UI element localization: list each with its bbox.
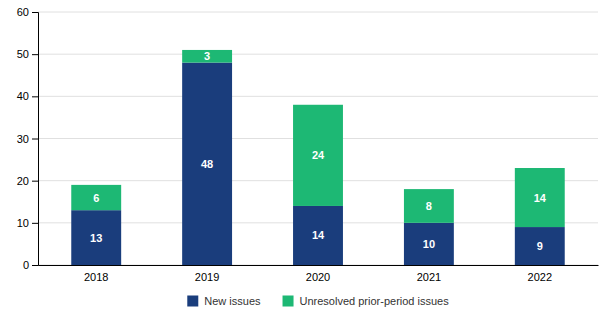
- bars: [71, 50, 564, 265]
- y-tick: 10: [17, 217, 38, 229]
- y-tick-mark: [32, 139, 38, 140]
- bar: [293, 206, 343, 265]
- y-tick-label: 20: [17, 175, 29, 187]
- bar: [404, 223, 454, 265]
- bar: [71, 185, 121, 210]
- y-tick-label: 30: [17, 133, 29, 145]
- series: [71, 63, 564, 265]
- grid-line: [38, 96, 598, 97]
- data-label: 14: [312, 229, 325, 241]
- y-tick: 0: [23, 259, 38, 271]
- bar: [293, 105, 343, 206]
- y-tick: 30: [17, 133, 38, 145]
- chart: 0102030405060201820192020202120221348141…: [0, 0, 610, 317]
- series: [71, 50, 564, 227]
- bar: [71, 210, 121, 265]
- y-tick-mark: [32, 12, 38, 13]
- data-label: 48: [201, 158, 213, 170]
- y-axis-line: [32, 13, 39, 266]
- legend-item: New issues: [187, 295, 261, 307]
- legend: New issues Unresolved prior-period issues: [187, 295, 449, 307]
- y-tick-label: 10: [17, 217, 29, 229]
- y-tick: 20: [17, 175, 38, 187]
- y-tick-mark: [32, 54, 38, 55]
- legend-item: Unresolved prior-period issues: [283, 295, 450, 307]
- x-axis-line: [39, 265, 599, 266]
- y-tick-label: 40: [17, 90, 29, 102]
- x-tick-label: 2019: [195, 271, 219, 283]
- bar: [182, 50, 232, 63]
- y-tick: 40: [17, 90, 38, 102]
- data-label: 8: [426, 200, 432, 212]
- y-tick-label: 0: [23, 259, 29, 271]
- y-tick-mark: [32, 223, 38, 224]
- y-tick: 50: [17, 48, 38, 60]
- chart-container: 0102030405060201820192020202120221348141…: [0, 0, 610, 317]
- legend-label: Unresolved prior-period issues: [300, 295, 450, 307]
- grid-line: [38, 54, 598, 55]
- data-labels: 13 48 14 10 9 6 3 24 8 14: [90, 50, 547, 252]
- y-tick: 60: [17, 6, 38, 18]
- x-tick-label: 2022: [528, 271, 552, 283]
- legend-label: New issues: [204, 295, 261, 307]
- data-label: 10: [423, 238, 435, 250]
- x-axis: 2018 2019 2020 2021 2022: [39, 266, 599, 283]
- y-tick-mark: [32, 265, 38, 266]
- data-label: 3: [204, 50, 210, 62]
- data-label: 13: [90, 232, 102, 244]
- x-tick-label: 2020: [306, 271, 330, 283]
- x-tick-label: 2018: [84, 271, 108, 283]
- data-label: 6: [93, 192, 99, 204]
- x-tick: 2019: [195, 271, 219, 283]
- y-tick-mark: [32, 96, 38, 97]
- x-tick: 2021: [417, 271, 441, 283]
- y-tick-label: 60: [17, 6, 29, 18]
- legend-swatch: [283, 296, 294, 307]
- data-label: 14: [534, 192, 547, 204]
- bar: [515, 227, 565, 265]
- x-tick: 2018: [84, 271, 108, 283]
- x-tick: 2022: [528, 271, 552, 283]
- y-tick-mark: [32, 181, 38, 182]
- data-label: 9: [537, 240, 543, 252]
- y-tick-label: 50: [17, 48, 29, 60]
- grid-line: [38, 12, 598, 13]
- bar: [404, 189, 454, 223]
- data-label: 24: [312, 149, 325, 161]
- x-tick-label: 2021: [417, 271, 441, 283]
- x-tick: 2020: [306, 271, 330, 283]
- y-axis: 0 10 20 30 40 50 60: [17, 6, 39, 271]
- bar: [182, 63, 232, 265]
- bar: [515, 168, 565, 227]
- plot: 0102030405060201820192020202120221348141…: [17, 6, 599, 283]
- grid: [38, 12, 598, 265]
- legend-swatch: [187, 296, 198, 307]
